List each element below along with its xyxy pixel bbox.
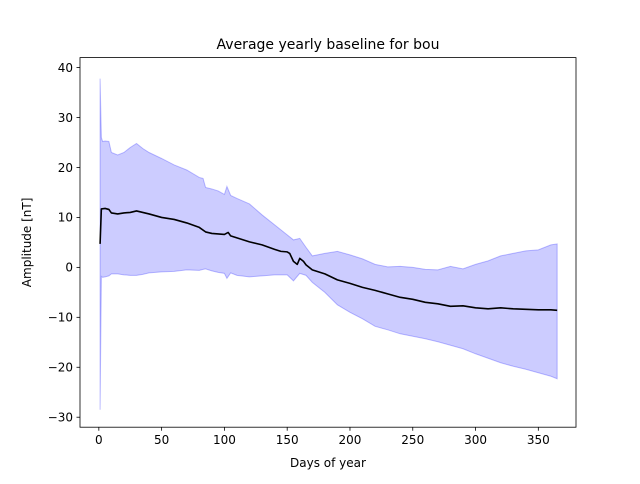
y-tick-label: 10 [58,211,73,225]
x-tick-label: 100 [213,433,236,447]
x-tick-label: 150 [276,433,299,447]
x-tick-label: 200 [339,433,362,447]
x-tick-label: 350 [527,433,550,447]
x-tick-label: 0 [95,433,103,447]
plot-layer [99,78,558,410]
x-axis: 0 50 100 150 200 250 300 350 [95,427,550,447]
x-tick-label: 50 [154,433,169,447]
y-tick-label: 40 [58,61,73,75]
x-tick-label: 250 [401,433,424,447]
y-axis-label: Amplitude [nT] [20,198,34,288]
y-tick-label: 20 [58,161,73,175]
plot-frame [79,57,577,428]
y-tick-label: 30 [58,111,73,125]
y-tick-label: −30 [48,411,73,425]
mean-line [99,207,558,312]
x-tick-label: 300 [464,433,487,447]
std-band [99,78,558,410]
chart-title: Average yearly baseline for bou [217,37,440,53]
y-tick-label: −10 [48,311,73,325]
y-tick-label: −20 [48,361,73,375]
y-axis: −30 −20 −10 0 10 20 30 40 [48,61,80,425]
y-tick-label: 0 [65,261,73,275]
x-axis-label: Days of year [290,456,366,470]
